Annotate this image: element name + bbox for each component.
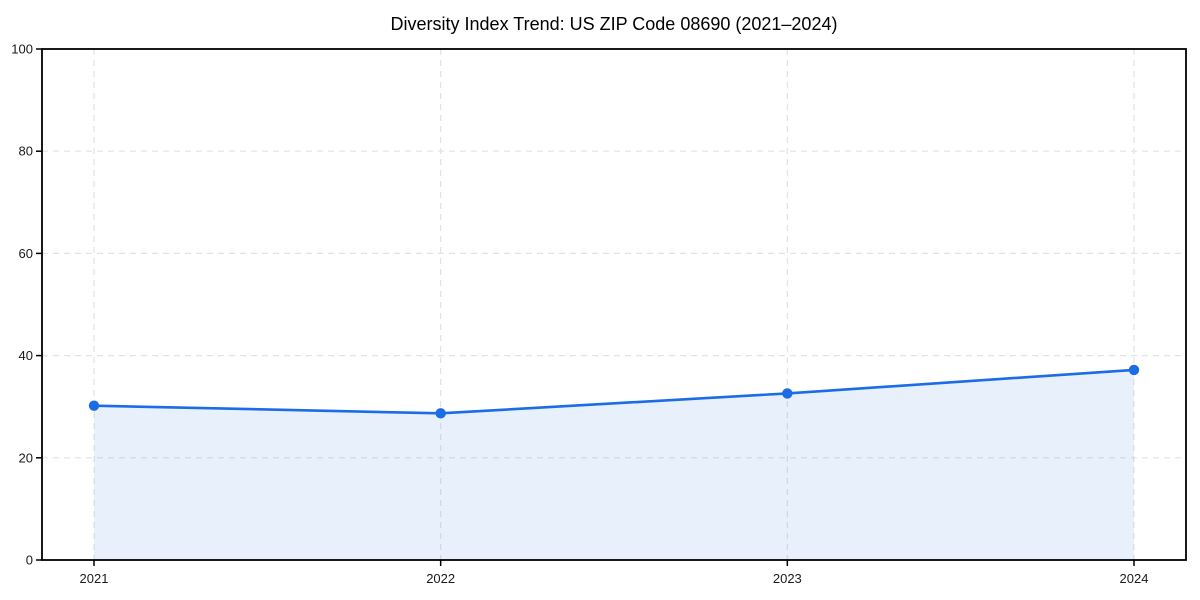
y-tick-label: 20 xyxy=(19,450,33,465)
data-point-marker xyxy=(88,400,100,411)
y-tick-label: 0 xyxy=(26,553,33,568)
y-tick-label: 100 xyxy=(11,42,33,57)
data-point-marker xyxy=(435,408,446,419)
trend-line-group xyxy=(92,368,1136,415)
axis-ticks xyxy=(36,48,1135,566)
y-tick-label: 60 xyxy=(19,246,33,261)
axis-tick-labels: 0 20 40 60 80 100 2021 2022 2023 2024 xyxy=(11,42,1148,587)
area-fill xyxy=(94,369,1134,560)
x-tick-label: 2023 xyxy=(773,571,802,586)
plot-border xyxy=(41,48,1187,561)
trend-line xyxy=(92,368,1136,415)
gridlines xyxy=(42,49,1186,560)
chart-title: Diversity Index Trend: US ZIP Code 08690… xyxy=(391,14,838,34)
x-tick-label: 2022 xyxy=(426,571,455,586)
data-point-marker xyxy=(782,388,793,399)
y-tick-label: 40 xyxy=(19,348,33,363)
area-series xyxy=(94,369,1134,560)
plot-border-rect xyxy=(41,48,1187,561)
x-tick-label: 2021 xyxy=(80,571,109,586)
data-point-markers xyxy=(88,364,1140,419)
y-tick-label: 80 xyxy=(19,144,33,159)
x-tick-label: 2024 xyxy=(1120,571,1149,586)
data-point-marker xyxy=(1128,364,1140,376)
